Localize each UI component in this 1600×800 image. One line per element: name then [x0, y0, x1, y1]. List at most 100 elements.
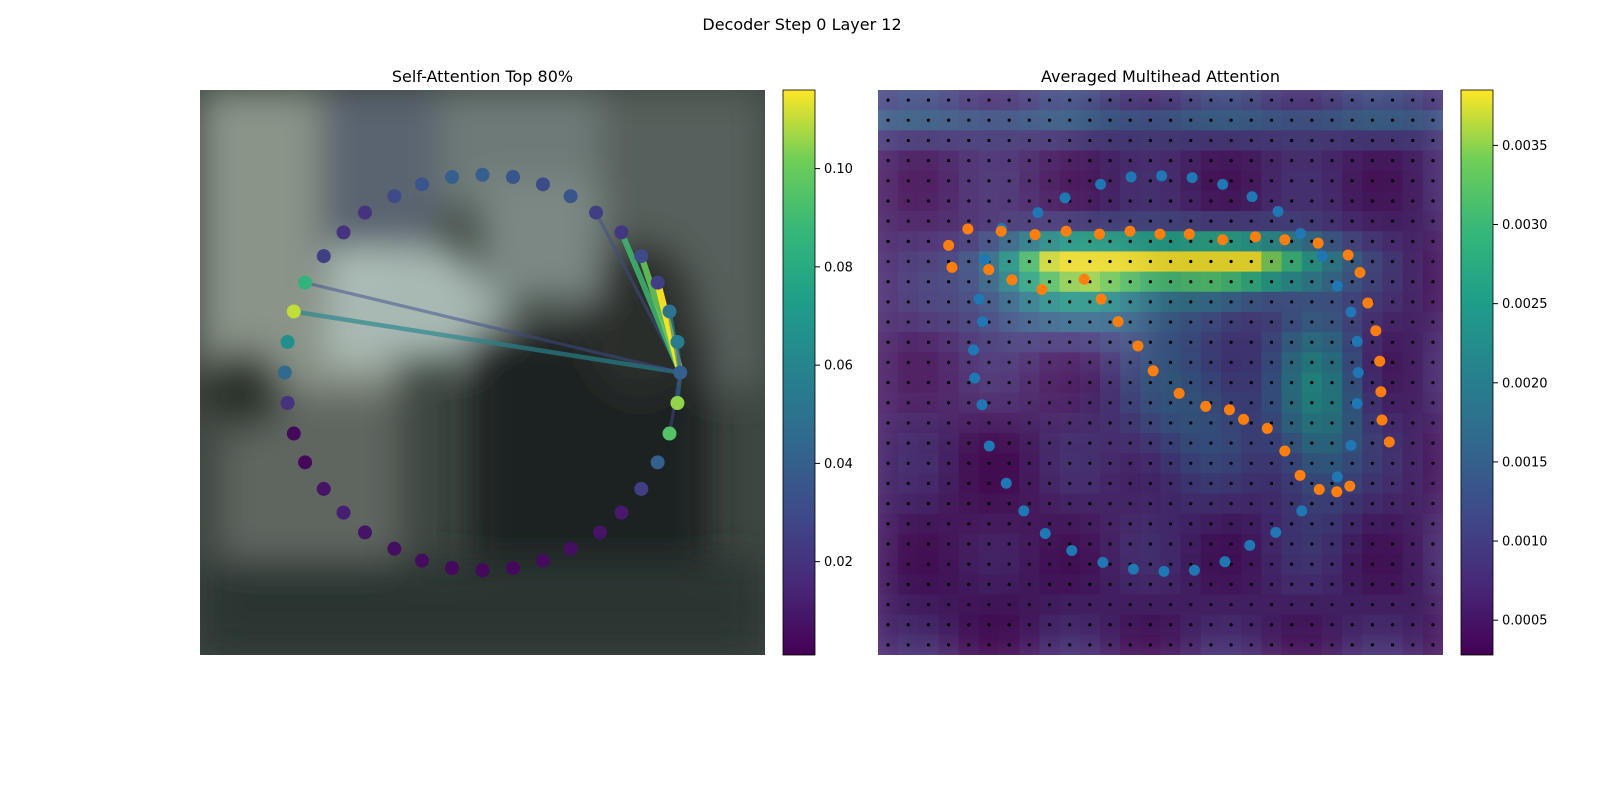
grid-point [1168, 623, 1173, 627]
grid-point [1189, 481, 1193, 486]
grid-point [1148, 623, 1153, 627]
series-blue-point [1345, 306, 1357, 318]
query-point [589, 205, 604, 220]
grid-point [1269, 401, 1274, 405]
grid-point [1209, 502, 1213, 506]
query-point [277, 365, 292, 380]
grid-point [886, 522, 890, 526]
grid-point [1148, 481, 1153, 486]
grid-point [1007, 582, 1011, 586]
grid-point [1370, 502, 1374, 506]
series-blue-point [1219, 556, 1231, 568]
grid-point [987, 562, 991, 566]
grid-point [1411, 219, 1415, 223]
grid-point [1431, 159, 1435, 163]
grid-point [1148, 441, 1153, 445]
query-point [670, 396, 685, 411]
grid-point [947, 320, 951, 324]
grid-point [1269, 461, 1274, 465]
grid-point [1390, 522, 1395, 526]
grid-point [926, 320, 931, 324]
grid-point [1330, 118, 1334, 122]
grid-point [1290, 179, 1294, 183]
grid-point [1007, 461, 1011, 465]
grid-point [906, 502, 910, 506]
grid-point [1269, 421, 1274, 425]
grid-point [1007, 98, 1011, 102]
series-orange-point [1279, 445, 1291, 457]
grid-point [1108, 562, 1112, 566]
query-point [298, 275, 313, 290]
grid-point [1370, 280, 1374, 284]
grid-point [1068, 138, 1072, 143]
grid-point [906, 380, 910, 385]
grid-point [1108, 481, 1112, 486]
grid-point [947, 280, 951, 284]
grid-point [1027, 481, 1031, 486]
grid-point [1108, 199, 1112, 203]
grid-point [1108, 602, 1112, 607]
grid-point [1431, 582, 1435, 586]
grid-point [926, 441, 931, 445]
grid-point [1168, 320, 1173, 324]
grid-point [1249, 602, 1253, 607]
grid-point [1249, 623, 1253, 627]
grid-point [947, 98, 951, 102]
query-point [387, 189, 402, 204]
query-point [316, 249, 331, 264]
query-point [535, 553, 550, 568]
attention-line [291, 309, 683, 375]
grid-point [1148, 562, 1153, 566]
series-blue-point [1097, 556, 1109, 568]
query-point [634, 481, 649, 496]
right-colorbar-tick-label: 0.0025 [1502, 297, 1548, 312]
grid-point [1128, 360, 1132, 365]
grid-point [1148, 219, 1153, 223]
series-orange-point [983, 264, 995, 276]
grid-point [886, 643, 890, 647]
grid-point [947, 421, 951, 425]
grid-point [926, 562, 931, 566]
grid-point [1068, 441, 1072, 445]
grid-point [1330, 401, 1334, 405]
grid-point [947, 522, 951, 526]
grid-point [1189, 118, 1193, 122]
grid-point [1128, 380, 1132, 385]
grid-point [1189, 300, 1193, 304]
left-colorbar-tick-label: 0.04 [824, 457, 853, 472]
grid-point [1128, 259, 1132, 264]
grid-point [1229, 380, 1233, 385]
grid-point [906, 340, 910, 344]
grid-point [1249, 643, 1253, 647]
figure-suptitle: Decoder Step 0 Layer 12 [702, 15, 901, 34]
series-blue-point [1270, 526, 1282, 538]
grid-point [1229, 320, 1233, 324]
grid-point [1027, 562, 1031, 566]
grid-point [947, 602, 951, 607]
grid-point [1108, 461, 1112, 465]
series-orange-point [1223, 404, 1235, 416]
grid-point [987, 199, 991, 203]
grid-point [1229, 522, 1233, 526]
grid-point [1229, 300, 1233, 304]
grid-point [1108, 98, 1112, 102]
grid-point [1290, 159, 1294, 163]
grid-point [1128, 320, 1132, 324]
grid-point [1249, 421, 1253, 425]
grid-point [926, 360, 931, 365]
grid-point [1431, 300, 1435, 304]
grid-point [906, 239, 910, 243]
grid-point [1310, 522, 1314, 526]
grid-point [1431, 138, 1435, 143]
grid-point [1370, 643, 1374, 647]
grid-point [1209, 300, 1213, 304]
series-blue-point [1059, 192, 1071, 204]
grid-point [906, 522, 910, 526]
grid-point [1007, 542, 1011, 546]
grid-point [1350, 199, 1354, 203]
grid-point [1108, 300, 1112, 304]
grid-point [1330, 542, 1334, 546]
grid-point [1108, 118, 1112, 122]
grid-point [1128, 643, 1132, 647]
grid-point [1148, 138, 1153, 143]
